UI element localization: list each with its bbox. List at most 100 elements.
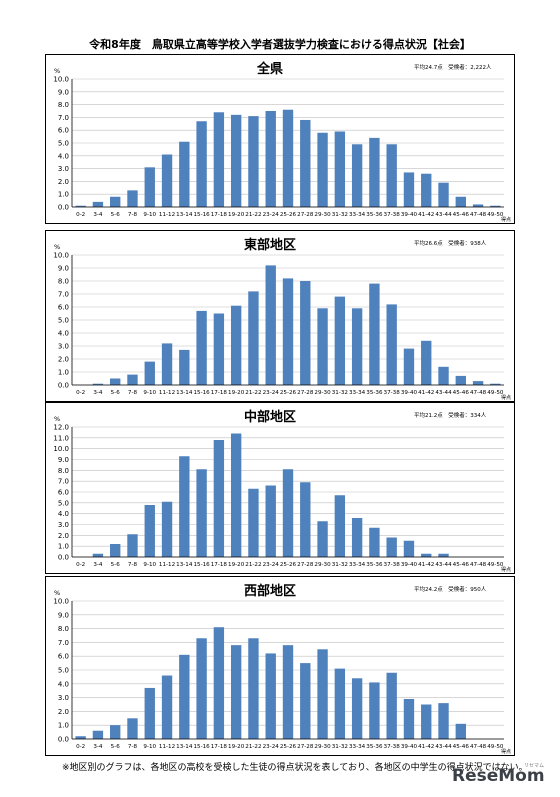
bar: [351, 308, 363, 385]
y-tick-label: 2.0: [58, 356, 69, 364]
x-tick-label: 45-46: [453, 212, 470, 218]
x-tick-label: 39-40: [401, 744, 418, 750]
chart-title: 西部地区: [244, 583, 296, 599]
x-tick-label: 29-30: [314, 390, 331, 396]
x-tick-label: 27-28: [297, 212, 314, 218]
bar: [317, 132, 328, 207]
y-tick-label: 8.0: [58, 101, 69, 109]
bar: [248, 291, 259, 385]
y-tick-label: 7.0: [58, 639, 69, 647]
bar: [92, 201, 104, 207]
x-tick-label: 5-6: [111, 390, 121, 396]
x-tick-label: 31-32: [332, 744, 348, 750]
x-tick-label: 13-14: [176, 212, 193, 218]
x-tick-label: 3-4: [93, 390, 103, 396]
bar: [403, 172, 415, 207]
bar: [230, 305, 242, 385]
x-tick-label: 33-34: [349, 212, 366, 218]
y-tick-label: 0.0: [58, 382, 69, 390]
x-tick-label: 49-50: [487, 562, 504, 568]
bar: [300, 482, 311, 557]
y-tick-label: 0.0: [58, 204, 69, 212]
chart-title: 中部地区: [244, 409, 296, 425]
bar: [403, 348, 415, 385]
bar: [75, 736, 86, 739]
x-tick-label: 49-50: [487, 744, 504, 750]
y-tick-label: 10.0: [53, 445, 69, 453]
y-tick-label: 9.0: [58, 611, 69, 619]
bar: [179, 456, 190, 557]
x-tick-label: 31-32: [332, 390, 348, 396]
x-tick-label: 45-46: [453, 744, 470, 750]
y-tick-label: 6.0: [58, 489, 69, 497]
x-tick-label: 25-26: [280, 390, 297, 396]
x-tick-label: 5-6: [111, 744, 121, 750]
y-tick-label: 2.0: [58, 708, 69, 716]
bar: [317, 521, 328, 557]
bar: [110, 378, 121, 385]
x-tick-label: 15-16: [193, 212, 210, 218]
y-tick-label: 9.0: [58, 456, 69, 464]
bar: [265, 265, 276, 385]
x-tick-label: 3-4: [93, 212, 103, 218]
y-tick-label: 5.0: [58, 317, 69, 325]
bar: [438, 703, 449, 739]
bar: [403, 540, 415, 557]
bar: [421, 553, 432, 557]
bar: [144, 167, 155, 207]
x-tick-label: 37-38: [384, 562, 401, 568]
bar: [213, 112, 225, 207]
x-tick-label: 43-44: [435, 744, 452, 750]
y-tick-label: 9.0: [58, 265, 69, 273]
x-tick-label: 49-50: [487, 212, 504, 218]
chart-panel-central: 中部地区 平均21.2点 受検者：334人% 0.0 1.0 2.0 3.0 4.0 5.0 6…: [45, 402, 515, 574]
y-tick-label: 10.0: [53, 598, 69, 606]
x-axis-unit: 得点: [501, 394, 511, 401]
y-tick-label: 7.0: [58, 291, 69, 299]
bar: [179, 349, 190, 385]
y-tick-label: 5.0: [58, 667, 69, 675]
x-tick-label: 15-16: [193, 390, 210, 396]
bar: [265, 653, 276, 739]
x-tick-label: 17-18: [211, 562, 228, 568]
y-axis-unit: %: [54, 243, 60, 251]
bar: [161, 154, 173, 207]
chart-east: 東部地区 平均26.6点 受検者：938人% 0.0 1.0 2.0 3.0 4.0 5.0 6…: [53, 237, 511, 401]
y-tick-label: 4.0: [58, 330, 69, 338]
x-tick-label: 29-30: [314, 562, 331, 568]
bar: [196, 469, 207, 557]
x-tick-label: 41-42: [418, 562, 434, 568]
x-tick-label: 19-20: [228, 744, 245, 750]
y-tick-label: 1.0: [58, 191, 69, 199]
y-tick-label: 1.0: [58, 369, 69, 377]
x-tick-label: 13-14: [176, 744, 193, 750]
y-tick-label: 3.0: [58, 694, 69, 702]
x-tick-label: 7-8: [128, 390, 138, 396]
bar: [196, 638, 207, 739]
bar: [300, 663, 311, 739]
x-tick-label: 41-42: [418, 212, 434, 218]
x-tick-label: 27-28: [297, 390, 314, 396]
y-tick-label: 0.0: [58, 554, 69, 562]
bar: [421, 704, 432, 739]
y-tick-label: 2.0: [58, 532, 69, 540]
bar: [265, 111, 276, 207]
y-tick-label: 10.0: [53, 252, 69, 260]
x-tick-label: 47-48: [470, 562, 487, 568]
y-tick-label: 2.0: [58, 178, 69, 186]
x-tick-label: 5-6: [111, 212, 121, 218]
x-tick-label: 25-26: [280, 744, 297, 750]
bar: [282, 109, 294, 207]
bar: [248, 488, 259, 557]
x-tick-label: 23-24: [263, 390, 280, 396]
x-axis-unit: 得点: [501, 216, 511, 223]
bar: [127, 534, 138, 557]
bar: [213, 313, 225, 385]
bar: [127, 374, 138, 385]
bar: [369, 137, 380, 207]
chart-central: 中部地区 平均21.2点 受検者：334人% 0.0 1.0 2.0 3.0 4.0 5.0 6…: [53, 409, 511, 573]
y-tick-label: 3.0: [58, 343, 69, 351]
bar: [317, 308, 328, 385]
chart-panel-west: 西部地区 平均24.2点 受検者：950人% 0.0 1.0 2.0 3.0 4.0 5.0 6…: [45, 576, 515, 756]
y-tick-label: 8.0: [58, 625, 69, 633]
